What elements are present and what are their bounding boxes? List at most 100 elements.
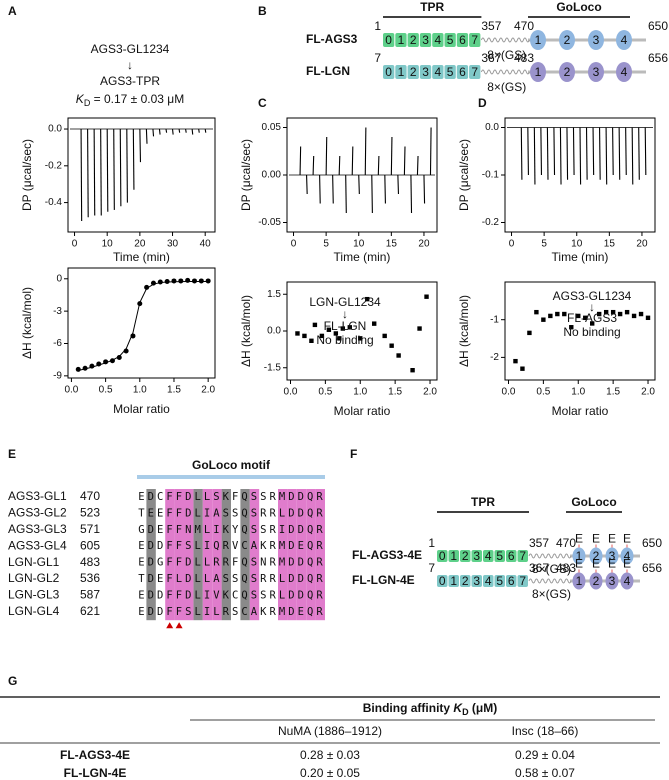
- point: [513, 358, 518, 364]
- tpr-repeat: [469, 33, 481, 47]
- point: [103, 359, 109, 365]
- injection-peak: [113, 129, 115, 210]
- tpr-repeat: [494, 550, 505, 562]
- sequence: EDDFFSLIQRVCAKRMDEQR: [138, 540, 325, 552]
- sequence: EDGFFDLLRRFQSNRMDDQR: [138, 557, 325, 569]
- x-tick-label: 2.0: [423, 387, 437, 398]
- mutation-label: E: [608, 557, 616, 571]
- linker-label: 8×(GS): [487, 48, 526, 62]
- repeat-label: 1: [450, 549, 457, 563]
- repeat-label: 6: [508, 549, 515, 563]
- point: [541, 317, 546, 322]
- injection-peak: [106, 129, 109, 212]
- repeat-label: 2: [462, 574, 469, 588]
- injection-peak: [319, 174, 321, 204]
- point: [610, 309, 616, 315]
- y-tick-label: -0.2: [45, 160, 63, 171]
- injection-peak: [345, 174, 347, 214]
- residue-number: 367: [481, 51, 501, 65]
- injection-peak: [93, 129, 96, 216]
- shade-gray: [221, 489, 231, 621]
- motif-label: 4: [621, 65, 628, 79]
- point: [617, 311, 623, 317]
- tpr-repeat: [432, 33, 444, 47]
- x-tick-label: 15: [604, 239, 616, 250]
- residue-number: 470: [514, 19, 534, 33]
- point: [555, 311, 560, 317]
- x-tick-label: 5: [541, 239, 547, 250]
- tpr-repeat: [444, 33, 456, 47]
- goloco-motif: [572, 547, 586, 565]
- point: [326, 327, 332, 332]
- row-header: FL-LGN-4E: [64, 766, 127, 780]
- motif-label: 4: [621, 33, 628, 47]
- x-tick-label: 15: [386, 239, 398, 250]
- tpr-repeat: [471, 575, 482, 587]
- residue-number: 656: [642, 561, 662, 575]
- annotation: FL-AGS3: [567, 311, 617, 325]
- residue-number: 650: [648, 19, 668, 33]
- point: [295, 331, 300, 336]
- y-tick-label: 1.5: [267, 289, 281, 300]
- repeat-label: 7: [471, 65, 478, 79]
- motif-label: 3: [593, 33, 600, 47]
- mutation-label: E: [592, 532, 600, 546]
- injection-peak: [423, 174, 426, 204]
- sequence: TDEFLDLLASSQSRRLDDQR: [138, 573, 325, 585]
- sequence: EDDFFDLIVKCQSSRLDDQR: [138, 589, 325, 601]
- point: [631, 313, 637, 319]
- tpr-repeat: [483, 575, 494, 587]
- x-tick-label: 20: [636, 239, 648, 250]
- injection-peak: [416, 155, 419, 176]
- motif-label: 1: [535, 33, 542, 47]
- injection-peak: [119, 129, 122, 207]
- tpr-repeat: [460, 550, 471, 562]
- tpr-repeat: [494, 575, 505, 587]
- tpr-repeat: [407, 33, 419, 47]
- repeat-label: 7: [519, 549, 526, 563]
- motif-label: 3: [609, 574, 616, 588]
- point: [417, 326, 422, 331]
- injection-peak: [625, 127, 627, 176]
- point: [82, 365, 88, 371]
- goloco-motif: [620, 547, 634, 565]
- injection-peak: [618, 127, 621, 180]
- mutation-label: E: [623, 557, 631, 571]
- goloco-motif: [616, 62, 632, 82]
- shade-pink: [306, 489, 316, 621]
- seq-name: AGS3-GL3: [8, 522, 67, 536]
- shade-gray: [193, 489, 203, 621]
- point: [96, 361, 102, 367]
- point: [198, 278, 204, 284]
- annotation: No binding: [316, 333, 373, 347]
- point: [109, 358, 115, 364]
- injection-peak: [638, 127, 640, 180]
- shade-pink: [202, 489, 213, 621]
- x-tick-label: 1.0: [353, 387, 367, 398]
- shade-gray: [146, 489, 156, 621]
- seq-name: AGS3-GL1: [8, 489, 67, 503]
- x-tick-label: 0.5: [536, 387, 550, 398]
- plot-frame: [504, 281, 656, 381]
- y-tick-label: 0.0: [48, 124, 62, 135]
- sequence: EDCFFDLLSKFQSSRMDDQR: [138, 491, 325, 503]
- residue-number: 357: [481, 19, 501, 33]
- point: [396, 353, 401, 358]
- motif-label: 3: [593, 65, 600, 79]
- annotation: LGN-GL1234: [309, 295, 381, 309]
- injection-peak: [87, 129, 89, 218]
- point: [123, 348, 129, 354]
- point: [583, 315, 588, 321]
- annotation: AGS3-GL1234: [553, 289, 632, 303]
- point: [130, 333, 136, 339]
- motif-label: 1: [576, 549, 583, 563]
- injection-peak: [579, 127, 582, 185]
- y-tick-label: -9: [53, 370, 62, 381]
- motif-label: 2: [564, 33, 571, 47]
- construct-name: FL-LGN-4E: [352, 573, 415, 587]
- linker-label: 8×(GS): [487, 80, 526, 94]
- point: [382, 333, 387, 339]
- injection-peak: [358, 174, 360, 195]
- column-header: NuMA (1886–1912): [278, 724, 382, 738]
- residue-number: 656: [648, 51, 668, 65]
